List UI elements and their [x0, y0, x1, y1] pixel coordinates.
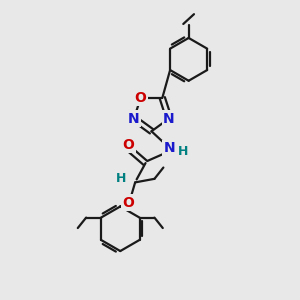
Text: N: N — [128, 112, 140, 125]
Text: N: N — [163, 112, 175, 125]
Text: O: O — [123, 138, 134, 152]
Text: O: O — [135, 91, 147, 105]
Text: H: H — [178, 145, 188, 158]
Text: H: H — [116, 172, 126, 185]
Text: N: N — [164, 141, 175, 155]
Text: O: O — [122, 196, 134, 210]
